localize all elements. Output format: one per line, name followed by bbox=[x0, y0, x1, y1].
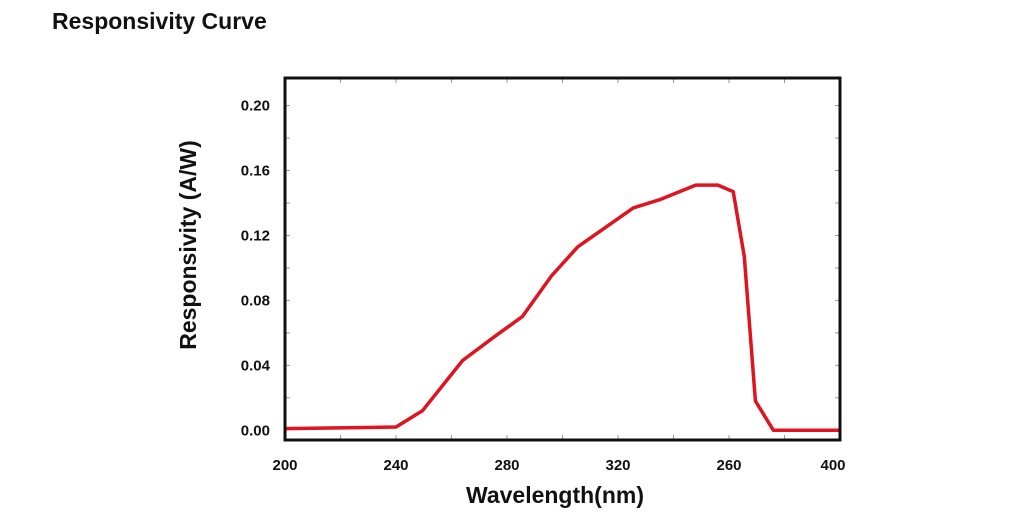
x-tick-label: 200 bbox=[272, 457, 297, 474]
plot-frame bbox=[283, 76, 842, 442]
series-line bbox=[284, 183, 840, 433]
y-axis-label: Responsivity (A/W) bbox=[175, 140, 201, 350]
x-tick-label: 320 bbox=[605, 457, 630, 474]
chart-title: Responsivity Curve bbox=[52, 8, 267, 34]
x-tick-label: 240 bbox=[383, 457, 408, 474]
x-tick-label: 260 bbox=[716, 457, 741, 474]
x-tick-label: 400 bbox=[820, 457, 845, 474]
y-tick-label: 0.08 bbox=[241, 292, 270, 309]
y-tick-label: 0.00 bbox=[241, 422, 270, 439]
y-tick-label: 0.20 bbox=[241, 98, 270, 115]
y-tick-label: 0.16 bbox=[241, 163, 270, 180]
y-tick-label: 0.04 bbox=[241, 357, 271, 374]
x-tick-label: 280 bbox=[494, 457, 519, 474]
y-tick-label: 0.12 bbox=[241, 227, 270, 244]
x-axis-label: Wavelength(nm) bbox=[466, 482, 644, 508]
